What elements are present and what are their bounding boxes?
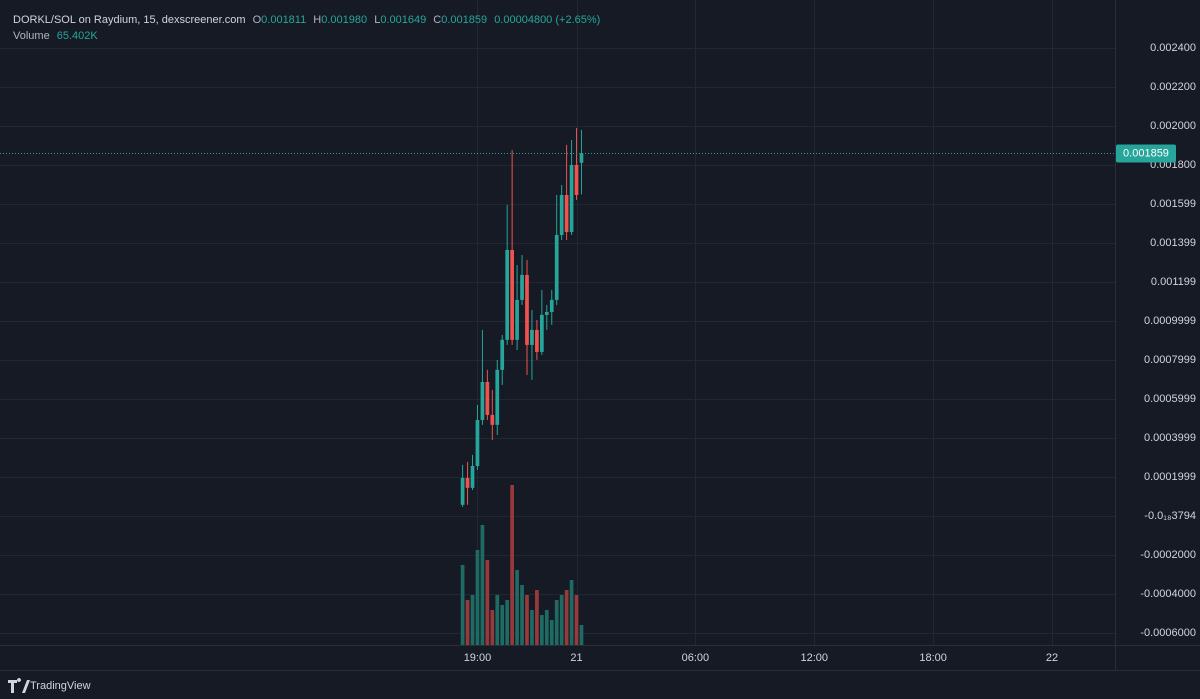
plot: [0, 127, 1115, 645]
volume-bar: [510, 485, 514, 645]
candle-body: [525, 274, 529, 345]
low-value: 0.001649: [380, 14, 426, 26]
last-price-label: 0.001859: [1123, 147, 1169, 159]
volume-bar: [559, 595, 564, 645]
y-tick-label: -0.0₁₈3794: [1144, 510, 1196, 522]
candle-body: [465, 477, 470, 488]
y-tick-label: 0.0009999: [1144, 315, 1196, 327]
y-tick-label: 0.0005999: [1144, 393, 1196, 405]
volume-bar: [485, 559, 490, 645]
x-tick-label: 21: [570, 652, 582, 664]
last-price-badge: [1116, 144, 1176, 163]
candle-body: [490, 414, 495, 425]
candle-body: [520, 274, 524, 300]
x-tick-label: 19:00: [464, 652, 492, 664]
volume-bar: [549, 619, 554, 645]
volume-bar: [574, 595, 579, 645]
volume-key: Volume: [13, 30, 50, 42]
header-line: DORKL/SOL on Raydium, 15, dexscreener.co…: [13, 14, 600, 26]
volume-bar: [535, 589, 539, 645]
y-tick-label: 0.0001999: [1144, 471, 1196, 483]
volume-bar: [505, 599, 510, 645]
candle-body: [554, 234, 559, 300]
candle-body: [539, 314, 544, 352]
y-tick-label: 0.0007999: [1144, 354, 1196, 366]
candle-body: [574, 164, 579, 195]
legend: DORKL/SOL on Raydium, 15, dexscreener.co…: [13, 14, 600, 42]
candle-body: [460, 477, 465, 505]
candle-body: [495, 369, 500, 425]
volume-bar: [465, 599, 470, 645]
volume-bar: [470, 595, 475, 645]
y-tick-label: 0.002200: [1150, 81, 1196, 93]
candle-body: [470, 466, 475, 488]
volume-bar: [515, 569, 519, 645]
open-key: O: [253, 14, 262, 26]
y-tick-label: 0.002000: [1150, 120, 1196, 132]
x-tick-label: 12:00: [800, 652, 828, 664]
volume-bar: [569, 580, 574, 645]
volume-bar: [579, 625, 584, 645]
candle-body: [510, 249, 514, 340]
y-tick-label: 0.0003999: [1144, 432, 1196, 444]
candle-body: [564, 194, 569, 233]
volume-bar: [500, 605, 505, 645]
y-tick-label: -0.0004000: [1140, 588, 1196, 600]
symbol: DORKL/SOL on Raydium, 15, dexscreener.co…: [13, 14, 246, 26]
y-tick-label: 0.001199: [1151, 276, 1196, 288]
volume-bar: [525, 595, 529, 645]
candle-body: [535, 329, 539, 352]
volume-bar: [530, 609, 534, 645]
logo: [8, 678, 30, 693]
volume-bar: [460, 565, 465, 645]
candle-body: [515, 299, 519, 340]
volume-bar: [544, 609, 549, 645]
open-value: 0.001811: [261, 14, 306, 26]
candle-body: [549, 299, 554, 312]
volume-bar: [539, 615, 544, 645]
volume-bar: [564, 589, 569, 645]
candle-body: [559, 194, 564, 235]
close-key: C: [433, 14, 441, 26]
volume-bar: [480, 525, 485, 645]
volume-bar: [475, 549, 480, 645]
candle-body: [485, 381, 490, 415]
y-tick-label: 0.001599: [1150, 198, 1196, 210]
y-tick-label: -0.0006000: [1140, 627, 1196, 639]
y-tick-label: 0.001399: [1150, 237, 1196, 249]
candle-body: [500, 339, 505, 370]
candle-body: [480, 381, 485, 420]
change: 0.00004800 (+2.65%): [494, 14, 600, 26]
high-value: 0.001980: [321, 14, 367, 26]
candle-body: [530, 329, 534, 345]
candle-body: [579, 153, 584, 163]
volume-bar: [554, 599, 559, 645]
volume-bar: [495, 595, 500, 645]
close-value: 0.001859: [441, 14, 487, 26]
y-tick-label: -0.0002000: [1140, 549, 1196, 561]
candle-body: [544, 311, 549, 315]
x-tick-label: 22: [1046, 652, 1058, 664]
x-tick-label: 18:00: [919, 652, 947, 664]
branding: TradingView: [8, 678, 91, 693]
volume-bar: [520, 585, 524, 645]
volume-bar: [490, 609, 495, 645]
candle-body: [505, 249, 510, 340]
y-tick-label: 0.002400: [1150, 42, 1196, 54]
candle-body: [475, 419, 480, 467]
volume-line: Volume 65.402K: [13, 30, 98, 42]
high-key: H: [313, 14, 321, 26]
candle-body: [569, 164, 574, 233]
low-key: L: [374, 14, 380, 26]
volume-value: 65.402K: [57, 30, 99, 42]
x-tick-label: 06:00: [682, 652, 710, 664]
brand-name: TradingView: [30, 680, 91, 692]
